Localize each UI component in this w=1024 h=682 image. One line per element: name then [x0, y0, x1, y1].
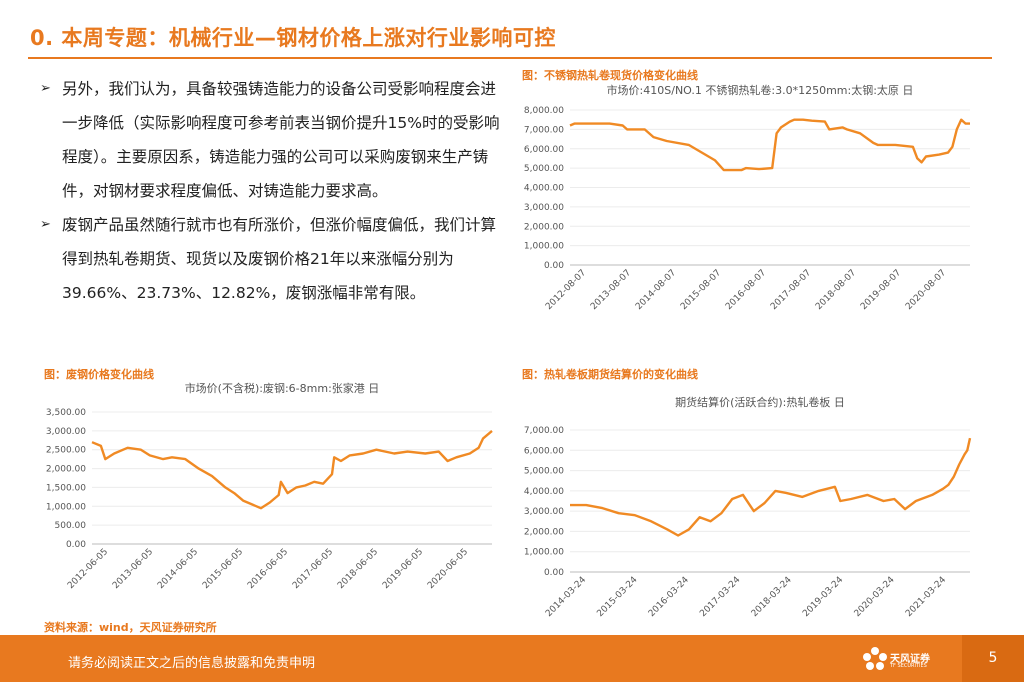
x-tick-label: 2018-03-24	[750, 575, 794, 619]
y-tick-label: 3,500.00	[46, 408, 86, 418]
x-tick-label: 2012-08-07	[544, 268, 588, 312]
x-tick-label: 2013-08-07	[589, 268, 633, 312]
chart-title: 期货结算价(活跃合约):热轧卷板 日	[675, 395, 845, 409]
y-tick-label: 1,000.00	[524, 242, 564, 252]
x-tick-label: 2014-03-24	[544, 575, 588, 619]
bullet-text: 另外，我们认为，具备较强铸造能力的设备公司受影响程度会进一步降低（实际影响程度可…	[62, 80, 500, 200]
x-tick-label: 2012-06-05	[66, 547, 110, 591]
y-tick-label: 4,000.00	[524, 487, 564, 497]
y-tick-label: 5,000.00	[524, 164, 564, 174]
chart-scrap-steel: 市场价(不含税):废钢:6-8mm:张家港 日 0.00 500.00 1,000.0…	[34, 378, 504, 618]
bullet-item: ➢ 废钢产品虽然随行就市也有所涨价，但涨价幅度偏低，我们计算得到热轧卷期货、现货…	[40, 208, 510, 310]
x-tick-label: 2017-06-05	[291, 547, 335, 591]
x-tick-label: 2016-03-24	[647, 575, 691, 619]
bullet-item: ➢ 另外，我们认为，具备较强铸造能力的设备公司受影响程度会进一步降低（实际影响程…	[40, 72, 510, 208]
x-tick-label: 2020-08-07	[904, 268, 948, 312]
y-tick-label: 1,000.00	[524, 548, 564, 558]
x-tick-label: 2018-08-07	[814, 268, 858, 312]
chart-caption-scrap: 图：废钢价格变化曲线	[44, 368, 154, 381]
y-tick-label: 1,500.00	[46, 483, 86, 493]
title-divider	[28, 57, 992, 59]
x-tick-label: 2015-06-05	[201, 547, 245, 591]
y-tick-label: 2,000.00	[524, 527, 564, 537]
x-tick-label: 2017-08-07	[769, 268, 813, 312]
y-tick-label: 2,000.00	[524, 222, 564, 232]
chart-title: 市场价:410S/NO.1 不锈钢热轧卷:3.0*1250mm:太钢:太原 日	[607, 83, 914, 97]
series-line	[569, 118, 970, 172]
y-tick-label: 2,500.00	[46, 446, 86, 456]
y-tick-label: 3,000.00	[524, 203, 564, 213]
x-tick-label: 2015-03-24	[595, 575, 639, 619]
y-tick-label: 0.00	[66, 540, 86, 550]
x-tick-label: 2016-06-05	[246, 547, 290, 591]
x-tick-label: 2016-08-07	[724, 268, 768, 312]
logo-subtitle: TF SECURITIES	[890, 663, 927, 669]
y-tick-label: 7,000.00	[524, 125, 564, 135]
chart-caption-futures: 图：热轧卷板期货结算价的变化曲线	[522, 368, 698, 381]
x-tick-label: 2020-06-05	[426, 547, 470, 591]
x-tick-label: 2014-06-05	[156, 547, 200, 591]
bullet-list: ➢ 另外，我们认为，具备较强铸造能力的设备公司受影响程度会进一步降低（实际影响程…	[40, 72, 510, 310]
x-tick-label: 2019-08-07	[859, 268, 903, 312]
x-tick-label: 2019-06-05	[381, 547, 425, 591]
chart-caption-stainless: 图：不锈钢热轧卷现货价格变化曲线	[522, 69, 698, 82]
arrow-bullet-icon: ➢	[40, 217, 51, 232]
x-tick-label: 2015-08-07	[679, 268, 723, 312]
y-tick-label: 2,000.00	[46, 465, 86, 475]
y-tick-label: 7,000.00	[524, 426, 564, 436]
x-tick-label: 2018-06-05	[336, 547, 380, 591]
x-tick-label: 2021-03-24	[904, 575, 948, 619]
y-tick-label: 500.00	[55, 521, 87, 531]
x-tick-label: 2017-03-24	[698, 575, 742, 619]
y-tick-label: 4,000.00	[524, 184, 564, 194]
arrow-bullet-icon: ➢	[40, 81, 51, 96]
bullet-text: 废钢产品虽然随行就市也有所涨价，但涨价幅度偏低，我们计算得到热轧卷期货、现货以及…	[62, 216, 497, 302]
y-tick-label: 6,000.00	[524, 145, 564, 155]
x-tick-label: 2019-03-24	[801, 575, 845, 619]
series-line	[570, 437, 972, 537]
y-tick-label: 3,000.00	[524, 507, 564, 517]
y-tick-label: 0.00	[544, 261, 564, 271]
y-tick-label: 5,000.00	[524, 467, 564, 477]
logo-name: 天风证券	[890, 654, 930, 665]
y-tick-label: 3,000.00	[46, 427, 86, 437]
x-tick-label: 2014-08-07	[634, 268, 678, 312]
company-logo: 天风证券 TF SECURITIES	[862, 645, 958, 675]
page-title: 0. 本周专题：机械行业—钢材价格上涨对行业影响可控	[30, 26, 556, 50]
flower-logo-icon	[863, 647, 887, 670]
chart-title: 市场价(不含税):废钢:6-8mm:张家港 日	[185, 381, 380, 395]
x-tick-label: 2020-03-24	[853, 575, 897, 619]
y-tick-label: 6,000.00	[524, 446, 564, 456]
footer-band	[0, 635, 1024, 682]
page-number: 5	[962, 635, 1024, 682]
chart-hot-rolled-futures: 期货结算价(活跃合约):热轧卷板 日 0.00 1,000.00 2,000.00 3,…	[512, 392, 982, 619]
y-tick-label: 0.00	[544, 568, 564, 578]
y-tick-label: 8,000.00	[524, 106, 564, 116]
footer-disclaimer: 请务必阅读正文之后的信息披露和免责申明	[68, 656, 316, 671]
y-tick-label: 1,000.00	[46, 502, 86, 512]
series-line	[91, 429, 493, 510]
x-tick-label: 2013-06-05	[111, 547, 155, 591]
source-note: 资料来源：wind，天风证券研究所	[44, 621, 217, 634]
chart-stainless-steel: 市场价:410S/NO.1 不锈钢热轧卷:3.0*1250mm:太钢:太原 日 0…	[512, 80, 982, 330]
